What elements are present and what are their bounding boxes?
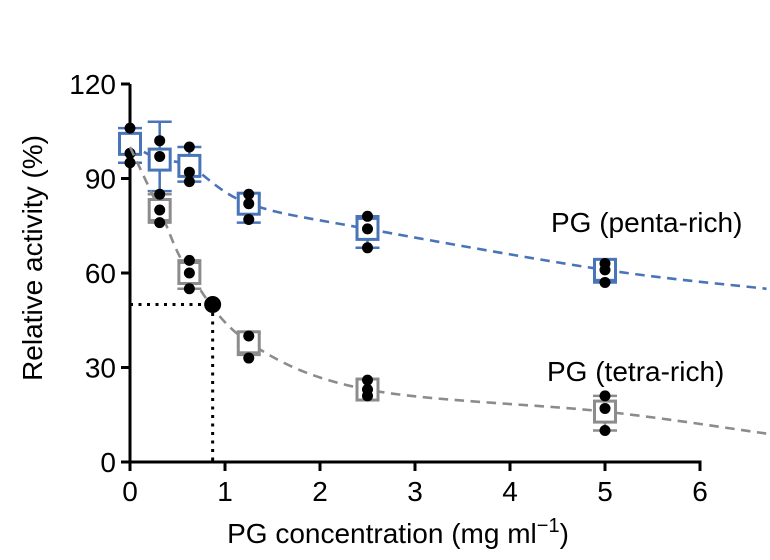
replicate-dot	[183, 283, 195, 295]
y-tick-label: 60	[85, 258, 116, 289]
replicate-dot	[124, 157, 136, 169]
y-tick-label: 0	[100, 447, 116, 478]
replicate-dot	[599, 264, 611, 276]
replicate-dot	[243, 352, 255, 364]
x-tick-label: 5	[597, 476, 613, 507]
replicate-dot	[243, 188, 255, 200]
replicate-dot	[362, 390, 373, 402]
replicate-dot	[243, 213, 255, 225]
replicate-dot	[124, 122, 136, 134]
replicate-dot	[599, 276, 611, 288]
fit-curve-pg-tetra-rich	[128, 146, 767, 435]
y-axis-title: Relative activity (%)	[17, 135, 48, 381]
series-label-pg-tetra-rich: PG (tetra-rich)	[547, 356, 724, 387]
replicate-dot	[243, 198, 255, 210]
x-tick-label: 4	[502, 476, 518, 507]
ic50-annotation	[130, 303, 215, 462]
replicate-dot	[599, 425, 611, 436]
replicate-dot	[599, 402, 611, 414]
y-tick-label: 120	[69, 69, 116, 100]
replicate-dot	[362, 210, 373, 222]
replicate-dot	[599, 390, 611, 402]
series-pg-penta-rich: PG (penta-rich)	[118, 120, 767, 291]
x-tick-label: 1	[217, 476, 233, 507]
x-axis-title: PG concentration (mg ml−1)	[227, 515, 569, 549]
replicate-dot	[154, 135, 166, 147]
x-axis: 0 1 2 3 4 5 6	[122, 460, 708, 507]
replicate-dot	[362, 242, 373, 254]
replicate-dot	[154, 150, 166, 162]
y-tick-label: 90	[85, 164, 116, 195]
replicate-dot	[154, 188, 166, 200]
replicate-dot	[183, 166, 195, 178]
replicate-dot	[183, 176, 195, 188]
replicate-dot	[154, 217, 166, 229]
x-tick-label: 0	[122, 476, 138, 507]
x-tick-label: 6	[692, 476, 708, 507]
series-pg-tetra-rich: PG (tetra-rich)	[128, 146, 767, 436]
x-tick-label: 3	[407, 476, 423, 507]
ic50-dot	[204, 296, 222, 313]
y-tick-label: 30	[85, 353, 116, 384]
replicate-dot	[183, 254, 195, 266]
replicate-dot	[243, 330, 255, 342]
replicate-dot	[183, 141, 195, 153]
replicate-dot	[154, 204, 166, 216]
y-axis: 0 30 60 90 120	[69, 69, 132, 478]
series-label-pg-penta-rich: PG (penta-rich)	[551, 207, 742, 238]
replicate-dot	[362, 374, 373, 386]
replicate-dot	[183, 267, 195, 279]
x-tick-label: 2	[312, 476, 328, 507]
replicate-dot	[362, 223, 373, 235]
